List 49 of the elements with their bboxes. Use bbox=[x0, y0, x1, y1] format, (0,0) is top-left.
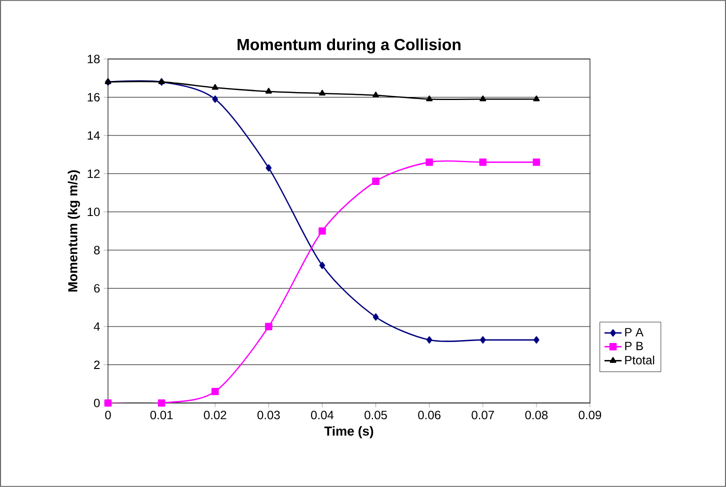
legend-label: P B bbox=[625, 342, 643, 350]
point bbox=[265, 88, 272, 94]
point bbox=[534, 336, 540, 344]
point bbox=[372, 92, 380, 98]
point bbox=[318, 227, 326, 235]
x-tick-label: 0.08 bbox=[525, 410, 548, 420]
point bbox=[480, 336, 486, 344]
legend-label: P A bbox=[625, 328, 644, 336]
x-tick-label: 0.03 bbox=[257, 410, 280, 420]
x-tick-label: 0.07 bbox=[472, 410, 494, 420]
point bbox=[532, 158, 540, 166]
y-tick-label: 4 bbox=[94, 322, 100, 331]
point bbox=[265, 322, 272, 330]
point bbox=[533, 95, 540, 102]
x-axis-title: Time (s) bbox=[324, 426, 374, 438]
y-axis-title: Momentum (kg m/s) bbox=[68, 170, 80, 292]
x-tick-label: 0.05 bbox=[364, 410, 387, 420]
x-tick-label: 0.01 bbox=[150, 410, 173, 420]
y-tick-label: 2 bbox=[94, 360, 100, 369]
point bbox=[372, 178, 380, 185]
x-tick-label: 0.02 bbox=[204, 410, 226, 420]
point bbox=[426, 95, 433, 102]
y-tick-label: 16 bbox=[88, 92, 100, 102]
point bbox=[372, 313, 379, 321]
y-tick-label: 12 bbox=[88, 169, 100, 178]
chart-title: Momentum during a Collision bbox=[238, 38, 460, 54]
y-tick-label: 10 bbox=[88, 208, 100, 216]
point bbox=[211, 388, 219, 396]
y-tick-label: 8 bbox=[94, 246, 100, 254]
legend-label: Ptotal bbox=[625, 356, 654, 364]
point bbox=[104, 399, 112, 407]
point bbox=[426, 158, 433, 166]
point bbox=[426, 336, 432, 344]
y-tick-label: 0 bbox=[94, 398, 100, 408]
x-tick-label: 0.09 bbox=[578, 410, 602, 420]
point bbox=[479, 158, 487, 166]
y-tick-label: 14 bbox=[88, 131, 100, 140]
y-tick-label: 18 bbox=[88, 54, 100, 64]
point bbox=[480, 95, 486, 102]
point bbox=[212, 95, 218, 103]
point bbox=[158, 399, 166, 407]
point bbox=[318, 90, 326, 96]
x-tick-label: 0.04 bbox=[311, 410, 334, 420]
point bbox=[212, 84, 218, 90]
point bbox=[319, 262, 326, 270]
x-tick-label: 0.06 bbox=[418, 410, 440, 420]
x-tick-label: 0 bbox=[105, 410, 111, 420]
point bbox=[266, 164, 272, 172]
y-tick-label: 6 bbox=[94, 284, 100, 293]
